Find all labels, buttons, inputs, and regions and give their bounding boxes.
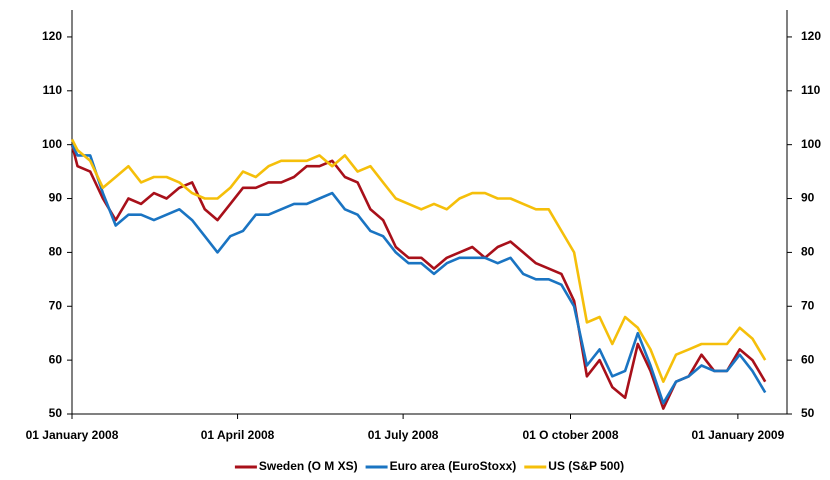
series-line	[70, 144, 767, 410]
y-tick-label: 50	[49, 406, 63, 420]
legend: Sweden (O M XS) Euro area (EuroStoxx) US (…	[234, 459, 624, 473]
y2-tick-label: 70	[801, 298, 815, 312]
y-tick-label: 120	[42, 29, 62, 43]
y2-tick-label: 100	[801, 137, 821, 151]
y2-tick-label: 120	[801, 29, 821, 43]
y2-tick-label: 110	[801, 83, 821, 97]
x-tick-label: 01 January 2008	[26, 428, 119, 442]
y2-tick-label: 60	[801, 352, 815, 366]
x-tick-label: 01 April 2008	[201, 428, 275, 442]
legend-label: Euro area (EuroStoxx)	[390, 459, 517, 473]
x-tick-label: 01 July 2008	[368, 428, 439, 442]
series-line	[70, 138, 767, 383]
y-tick-label: 60	[49, 352, 63, 366]
y2-tick-label: 50	[801, 406, 815, 420]
legend-label: Sweden (O M XS)	[259, 459, 358, 473]
y-tick-label: 110	[43, 83, 63, 97]
y-tick-label: 70	[49, 298, 63, 312]
y-tick-label: 100	[42, 137, 62, 151]
x-tick-label: 01 January 2009	[692, 428, 785, 442]
legend-label: US (S&P 500)	[548, 459, 624, 473]
x-tick-label: 01 O ctober 2008	[522, 428, 618, 442]
y2-tick-label: 90	[801, 191, 815, 205]
y-tick-label: 80	[49, 245, 63, 259]
y-tick-label: 90	[49, 191, 63, 205]
y2-tick-label: 80	[801, 245, 815, 259]
series-line	[70, 144, 767, 405]
